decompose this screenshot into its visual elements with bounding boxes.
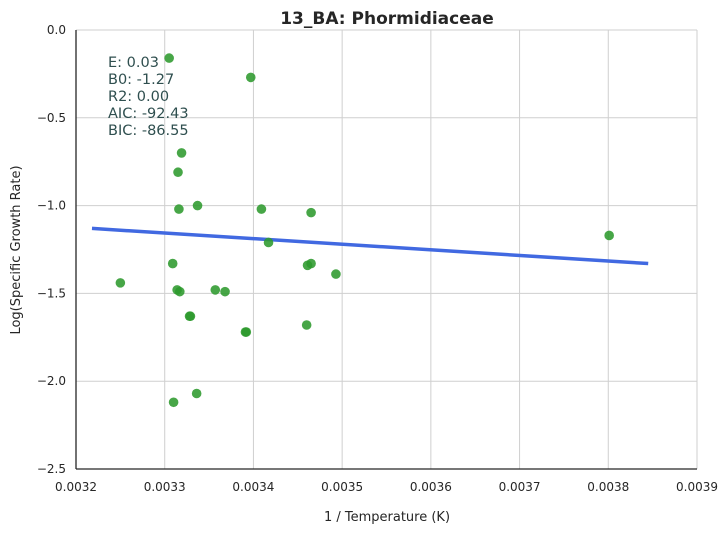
- annotation-e: E: 0.03: [108, 55, 159, 71]
- data-point: [263, 237, 274, 248]
- y-tick-label: 0.0: [47, 23, 66, 37]
- annotation-r2: R2: 0.00: [108, 89, 169, 105]
- y-tick-label: −1.0: [37, 199, 66, 213]
- data-point: [301, 320, 312, 330]
- chart-title: 13_BA: Phormidiaceae: [280, 9, 494, 29]
- data-point: [306, 207, 316, 218]
- data-point: [220, 286, 230, 297]
- data-point: [210, 285, 221, 295]
- x-tick-label: 0.0037: [499, 480, 541, 494]
- x-tick-label: 0.0038: [587, 480, 629, 494]
- data-point: [331, 269, 341, 279]
- x-tick-label: 0.0032: [55, 480, 97, 494]
- data-point: [185, 311, 196, 322]
- data-point: [191, 388, 202, 399]
- data-point: [256, 204, 267, 214]
- data-point: [168, 397, 179, 408]
- annotation-b0: B0: -1.27: [108, 72, 174, 88]
- y-axis-label: Log(Specific Growth Rate): [9, 165, 24, 334]
- x-tick-label: 0.0034: [232, 480, 274, 494]
- regression-line: [91, 226, 649, 266]
- data-point: [241, 327, 252, 337]
- x-tick-label: 0.0039: [676, 480, 718, 494]
- data-point: [245, 72, 256, 83]
- data-point: [115, 278, 126, 288]
- data-point: [174, 204, 184, 214]
- x-tick-label: 0.0033: [144, 480, 186, 494]
- data-point: [167, 258, 178, 269]
- data-point: [176, 148, 187, 158]
- stats-annotation: E: 0.03 B0: -1.27 R2: 0.00 AIC: -92.43 B…: [108, 55, 189, 139]
- x-tick-label: 0.0035: [321, 480, 363, 494]
- y-tick-label: −2.5: [37, 462, 66, 476]
- y-tick-label: −1.5: [37, 286, 66, 300]
- data-point: [174, 286, 185, 297]
- data-point: [164, 53, 174, 63]
- axes-layer: [75, 30, 697, 470]
- y-tick-label: −0.5: [37, 111, 66, 125]
- data-point: [604, 230, 614, 241]
- points-layer: [115, 53, 614, 408]
- y-tick-label: −2.0: [37, 374, 66, 388]
- x-tick-label: 0.0036: [410, 480, 452, 494]
- x-axis-label: 1 / Temperature (K): [324, 510, 450, 525]
- data-point: [173, 167, 183, 178]
- fit-line-layer: [91, 226, 649, 266]
- data-point: [192, 200, 203, 211]
- tick-labels-layer: 0.0032 0.0033 0.0034 0.0035 0.0036 0.0037 0.00…: [37, 23, 718, 494]
- annotation-aic: AIC: -92.43: [108, 106, 189, 122]
- annotation-bic: BIC: -86.55: [108, 123, 189, 139]
- data-point: [306, 258, 316, 269]
